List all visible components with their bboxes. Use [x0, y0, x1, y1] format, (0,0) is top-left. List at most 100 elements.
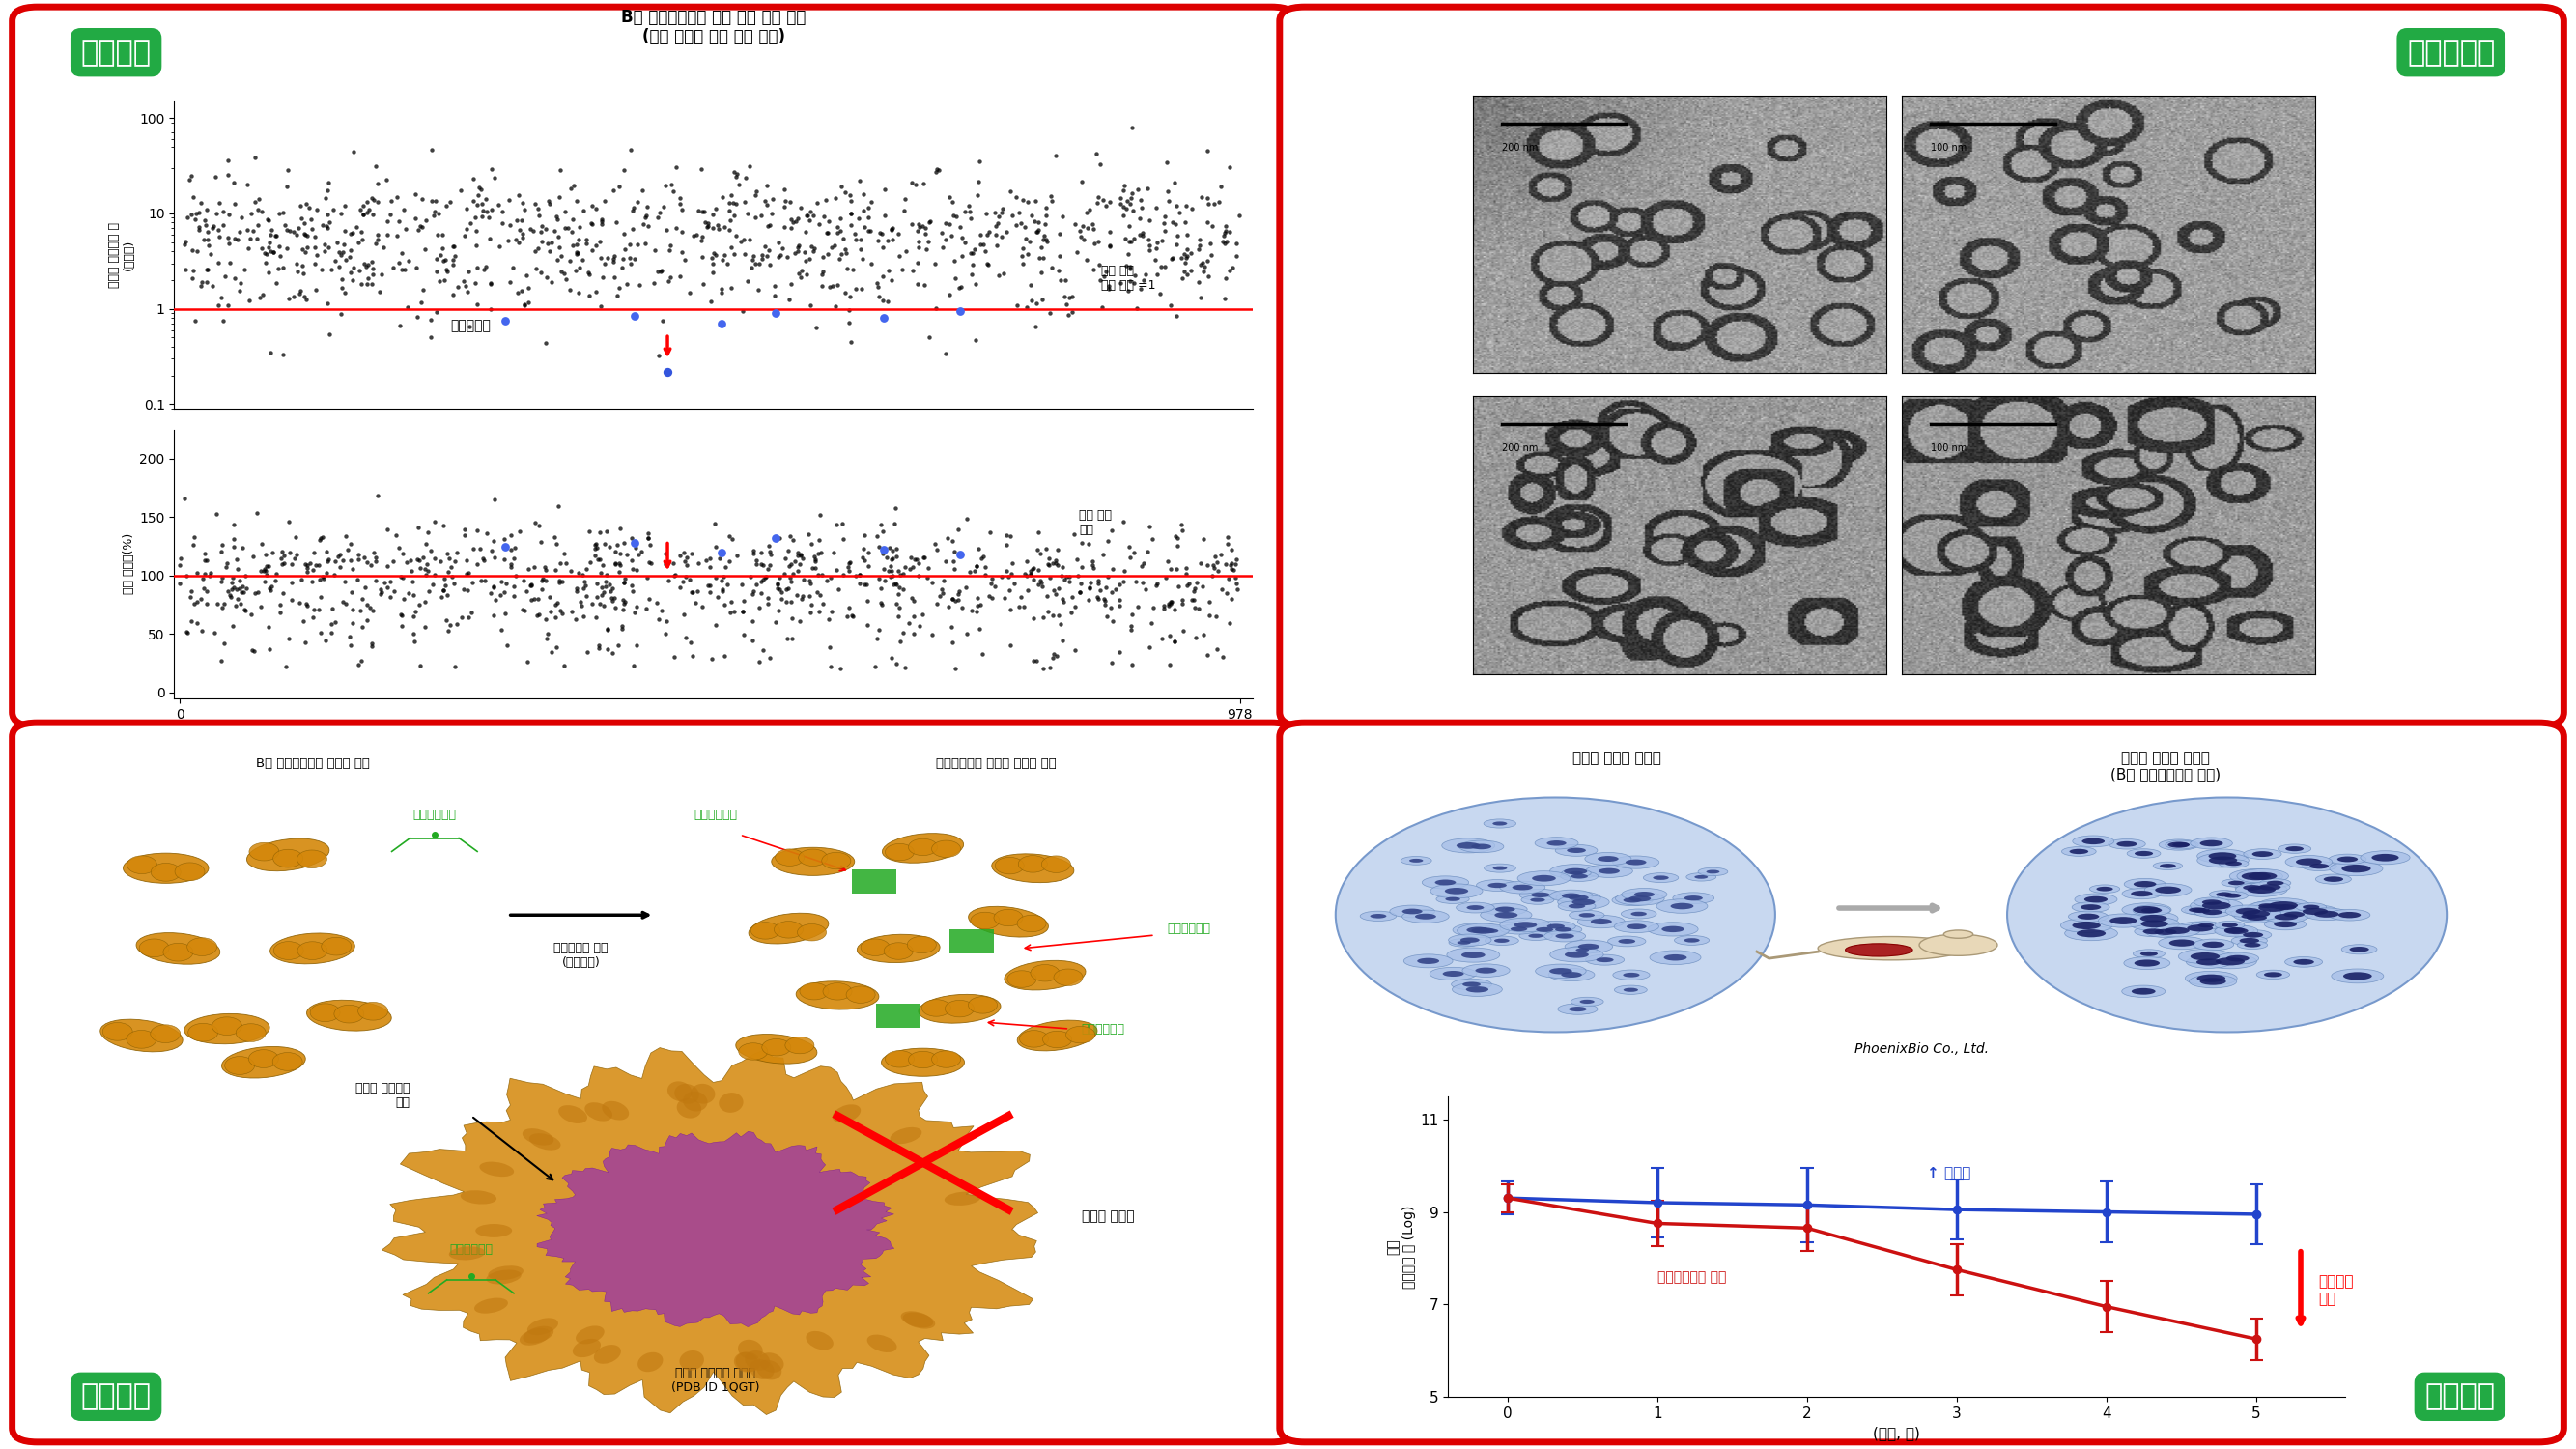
Point: [863, 288, 904, 312]
Point: [549, 249, 590, 272]
Point: [616, 594, 657, 617]
Ellipse shape: [884, 943, 912, 959]
Circle shape: [1463, 982, 1481, 987]
Point: [209, 580, 250, 603]
Point: [330, 532, 371, 555]
Circle shape: [2218, 891, 2249, 900]
Point: [724, 190, 765, 213]
Circle shape: [1543, 930, 1587, 942]
Point: [368, 575, 410, 598]
Point: [268, 236, 309, 259]
Point: [435, 540, 477, 564]
Point: [621, 539, 662, 562]
Circle shape: [1401, 910, 1450, 923]
Circle shape: [2123, 956, 2169, 969]
Point: [178, 201, 219, 225]
Point: [332, 598, 374, 622]
Circle shape: [1687, 872, 1716, 881]
Point: [1036, 551, 1077, 574]
Point: [999, 596, 1041, 619]
Point: [1090, 233, 1131, 256]
Point: [1216, 245, 1257, 268]
Point: [863, 558, 904, 581]
Ellipse shape: [799, 982, 829, 1000]
Point: [348, 551, 389, 574]
Ellipse shape: [273, 1052, 301, 1071]
Ellipse shape: [162, 943, 193, 961]
Point: [958, 149, 999, 172]
Point: [170, 203, 211, 226]
Point: [752, 187, 793, 210]
Point: [1164, 562, 1206, 585]
Point: [446, 197, 487, 220]
Point: [925, 212, 966, 235]
Text: 정상적인
조립: 정상적인 조립: [2378, 190, 2414, 222]
Point: [219, 593, 260, 616]
Point: [966, 241, 1007, 264]
Ellipse shape: [585, 1103, 613, 1122]
Point: [216, 588, 258, 611]
Point: [492, 585, 533, 609]
Point: [379, 536, 420, 559]
Point: [422, 249, 464, 272]
Point: [1193, 554, 1234, 577]
Point: [1020, 261, 1061, 284]
Point: [301, 585, 343, 609]
Point: [822, 175, 863, 199]
Point: [1090, 190, 1131, 213]
Point: [858, 567, 899, 590]
Point: [711, 527, 752, 551]
Point: [1144, 597, 1185, 620]
Point: [778, 543, 819, 567]
Point: [348, 190, 389, 213]
Point: [528, 232, 569, 255]
Point: [201, 533, 242, 556]
Point: [348, 596, 389, 619]
Point: [345, 255, 386, 278]
Point: [484, 309, 526, 332]
Point: [255, 562, 296, 585]
Point: [719, 172, 760, 196]
Point: [319, 303, 361, 326]
Circle shape: [2267, 901, 2306, 913]
Circle shape: [2128, 849, 2161, 858]
Point: [484, 581, 526, 604]
Circle shape: [1613, 969, 1649, 980]
Point: [474, 529, 515, 552]
Point: [330, 261, 371, 284]
Point: [1103, 194, 1144, 217]
Point: [587, 617, 629, 640]
Point: [301, 620, 343, 643]
Point: [446, 523, 487, 546]
Point: [451, 571, 492, 594]
Point: [1144, 212, 1185, 235]
Point: [920, 585, 961, 609]
Point: [224, 258, 265, 281]
Point: [739, 597, 781, 620]
Point: [659, 264, 701, 287]
Text: PhoenixBio Co., Ltd.: PhoenixBio Co., Ltd.: [1855, 1042, 1989, 1055]
Point: [1025, 204, 1066, 227]
Point: [1072, 556, 1113, 580]
Point: [938, 580, 979, 603]
Point: [484, 535, 526, 558]
Circle shape: [2143, 929, 2164, 935]
Point: [922, 569, 963, 593]
Circle shape: [1409, 859, 1422, 862]
Point: [891, 171, 933, 194]
Point: [871, 548, 912, 571]
Point: [927, 596, 969, 619]
Point: [889, 546, 930, 569]
Point: [1157, 194, 1198, 217]
Point: [811, 274, 853, 297]
Point: [500, 219, 541, 242]
Point: [572, 213, 613, 236]
Circle shape: [2259, 884, 2280, 890]
Point: [453, 206, 495, 229]
Point: [343, 203, 384, 226]
Point: [958, 617, 999, 640]
Point: [809, 210, 850, 233]
Point: [848, 540, 889, 564]
Circle shape: [1484, 936, 1520, 945]
Point: [265, 219, 307, 242]
